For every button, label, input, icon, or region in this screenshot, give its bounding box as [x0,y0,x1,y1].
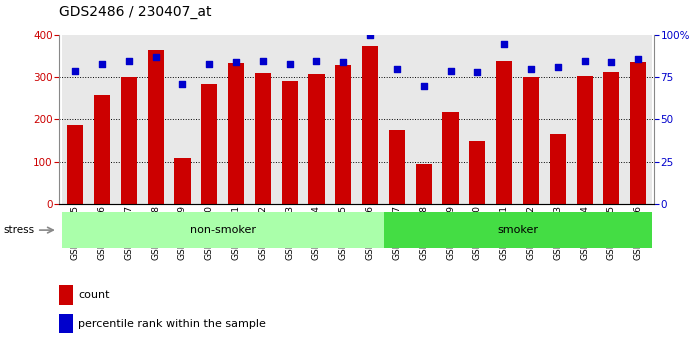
Bar [255,73,271,204]
Bar [68,125,84,204]
Text: GDS2486 / 230407_at: GDS2486 / 230407_at [59,5,212,19]
Bar [330,35,356,204]
Point [230,59,242,65]
Bar [303,35,330,204]
Point [633,56,644,62]
Point [418,83,429,89]
Text: percentile rank within the sample: percentile rank within the sample [78,319,266,329]
Bar [443,112,459,204]
Bar [276,35,303,204]
Bar [550,134,566,204]
Bar [383,35,411,204]
Bar [201,84,217,204]
Point [391,66,402,72]
Bar [383,212,651,248]
Bar [308,74,324,204]
Bar [59,285,73,305]
Bar [282,81,298,204]
Point [525,66,537,72]
Point [472,70,483,75]
Point [70,68,81,74]
Text: smoker: smoker [497,225,538,235]
Bar [411,35,437,204]
Bar [523,76,539,204]
Bar [94,95,110,204]
Point [606,59,617,65]
Point [338,59,349,65]
Point [97,61,108,67]
Bar [362,46,378,204]
Bar [630,62,646,204]
Bar [335,65,351,204]
Bar [223,35,249,204]
Point [150,55,161,60]
Bar [496,61,512,204]
Bar [603,73,619,204]
Bar [148,50,164,204]
Text: non-smoker: non-smoker [190,225,255,235]
Bar [389,130,405,204]
Bar [88,35,116,204]
Point [311,58,322,63]
Bar [469,141,485,204]
Bar [491,35,518,204]
Bar [249,35,276,204]
Bar [518,35,544,204]
Bar [416,164,432,204]
Point [258,58,269,63]
Bar [142,35,169,204]
Text: count: count [78,290,110,300]
Point [177,81,188,87]
Bar [598,35,625,204]
Bar [121,77,137,204]
Point [204,61,215,67]
Bar [169,35,196,204]
Text: stress: stress [3,225,35,235]
Bar [116,35,142,204]
Bar [356,35,383,204]
Point [498,41,509,47]
Point [552,64,563,70]
Bar [228,63,244,204]
Bar [571,35,598,204]
Point [445,68,456,74]
Bar [464,35,491,204]
Bar [437,35,464,204]
Point [579,58,590,63]
Point [365,33,376,38]
Bar [62,212,383,248]
Bar [576,76,592,204]
Bar [625,35,651,204]
Point [284,61,295,67]
Point [123,58,134,63]
Bar [175,158,191,204]
Bar [59,314,73,333]
Bar [544,35,571,204]
Bar [196,35,223,204]
Bar [62,35,88,204]
